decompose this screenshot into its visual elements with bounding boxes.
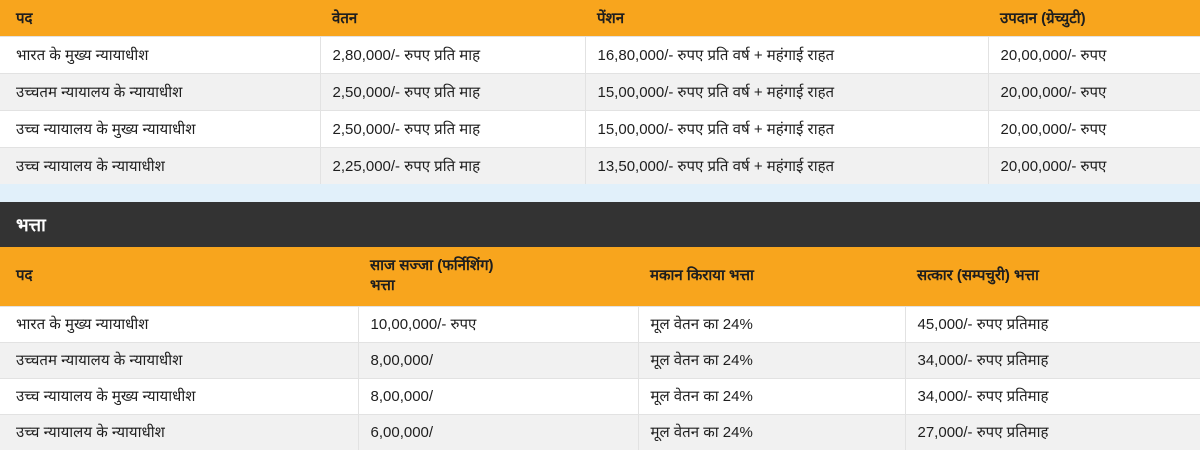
salary-cell: 2,25,000/- रुपए प्रति माह [319,146,585,184]
salary-cell: 2,50,000/- रुपए प्रति माह [319,109,585,147]
salary-header-gratuity: उपदान (ग्रेच्युटी) [988,0,1200,36]
allowance-header-furnishing: साज सज्जा (फर्निशिंग) भत्ता [358,247,638,306]
post-cell: उच्च न्यायालय के न्यायाधीश [0,413,358,450]
sumptuary-cell: 45,000/- रुपए प्रतिमाह [904,305,1200,342]
allowance-table: पद साज सज्जा (फर्निशिंग) भत्ता मकान किरा… [0,247,1200,450]
pension-cell: 15,00,000/- रुपए प्रति वर्ष + महंगाई राह… [584,72,988,110]
table-row: भारत के मुख्य न्यायाधीश 2,80,000/- रुपए … [0,35,1200,73]
salary-table: पद वेतन पेंशन उपदान (ग्रेच्युटी) भारत के… [0,0,1200,184]
gratuity-cell: 20,00,000/- रुपए [987,72,1200,110]
allowance-section-title: भत्ता [16,214,46,235]
pension-cell: 15,00,000/- रुपए प्रति वर्ष + महंगाई राह… [584,109,988,147]
table-row: उच्चतम न्यायालय के न्यायाधीश 2,50,000/- … [0,72,1200,110]
salary-header-pension: पेंशन [585,0,988,36]
post-cell: भारत के मुख्य न्यायाधीश [0,305,358,342]
post-cell: उच्च न्यायालय के न्यायाधीश [0,146,320,184]
hra-cell: मूल वेतन का 24% [637,413,905,450]
table-row: उच्चतम न्यायालय के न्यायाधीश 8,00,000/ म… [0,341,1200,378]
furnishing-cell: 6,00,000/ [357,413,638,450]
salary-header-post: पद [0,0,320,36]
post-cell: उच्चतम न्यायालय के न्यायाधीश [0,341,358,378]
gratuity-cell: 20,00,000/- रुपए [987,109,1200,147]
gratuity-cell: 20,00,000/- रुपए [987,146,1200,184]
pension-cell: 13,50,000/- रुपए प्रति वर्ष + महंगाई राह… [584,146,988,184]
section-gap [0,184,1200,202]
table-row: उच्च न्यायालय के मुख्य न्यायाधीश 2,50,00… [0,109,1200,147]
hra-cell: मूल वेतन का 24% [637,305,905,342]
table-row: उच्च न्यायालय के मुख्य न्यायाधीश 8,00,00… [0,377,1200,414]
allowance-table-header-row: पद साज सज्जा (फर्निशिंग) भत्ता मकान किरा… [0,247,1200,306]
furnishing-cell: 8,00,000/ [357,341,638,378]
allowance-header-post: पद [0,247,358,306]
allowance-header-hra: मकान किराया भत्ता [638,247,905,306]
salary-cell: 2,80,000/- रुपए प्रति माह [319,35,585,73]
pension-cell: 16,80,000/- रुपए प्रति वर्ष + महंगाई राह… [584,35,988,73]
salary-cell: 2,50,000/- रुपए प्रति माह [319,72,585,110]
hra-cell: मूल वेतन का 24% [637,341,905,378]
gratuity-cell: 20,00,000/- रुपए [987,35,1200,73]
sumptuary-cell: 34,000/- रुपए प्रतिमाह [904,377,1200,414]
hra-cell: मूल वेतन का 24% [637,377,905,414]
sumptuary-cell: 34,000/- रुपए प्रतिमाह [904,341,1200,378]
table-row: उच्च न्यायालय के न्यायाधीश 2,25,000/- रु… [0,146,1200,184]
furnishing-cell: 8,00,000/ [357,377,638,414]
post-cell: उच्चतम न्यायालय के न्यायाधीश [0,72,320,110]
furnishing-cell: 10,00,000/- रुपए [357,305,638,342]
salary-table-header-row: पद वेतन पेंशन उपदान (ग्रेच्युटी) [0,0,1200,36]
post-cell: उच्च न्यायालय के मुख्य न्यायाधीश [0,109,320,147]
table-row: उच्च न्यायालय के न्यायाधीश 6,00,000/ मूल… [0,413,1200,450]
post-cell: भारत के मुख्य न्यायाधीश [0,35,320,73]
sumptuary-cell: 27,000/- रुपए प्रतिमाह [904,413,1200,450]
allowance-header-sumptuary: सत्कार (सम्पचुरी) भत्ता [905,247,1200,306]
salary-header-salary: वेतन [320,0,585,36]
table-row: भारत के मुख्य न्यायाधीश 10,00,000/- रुपए… [0,305,1200,342]
post-cell: उच्च न्यायालय के मुख्य न्यायाधीश [0,377,358,414]
allowance-section-bar: भत्ता [0,202,1200,247]
